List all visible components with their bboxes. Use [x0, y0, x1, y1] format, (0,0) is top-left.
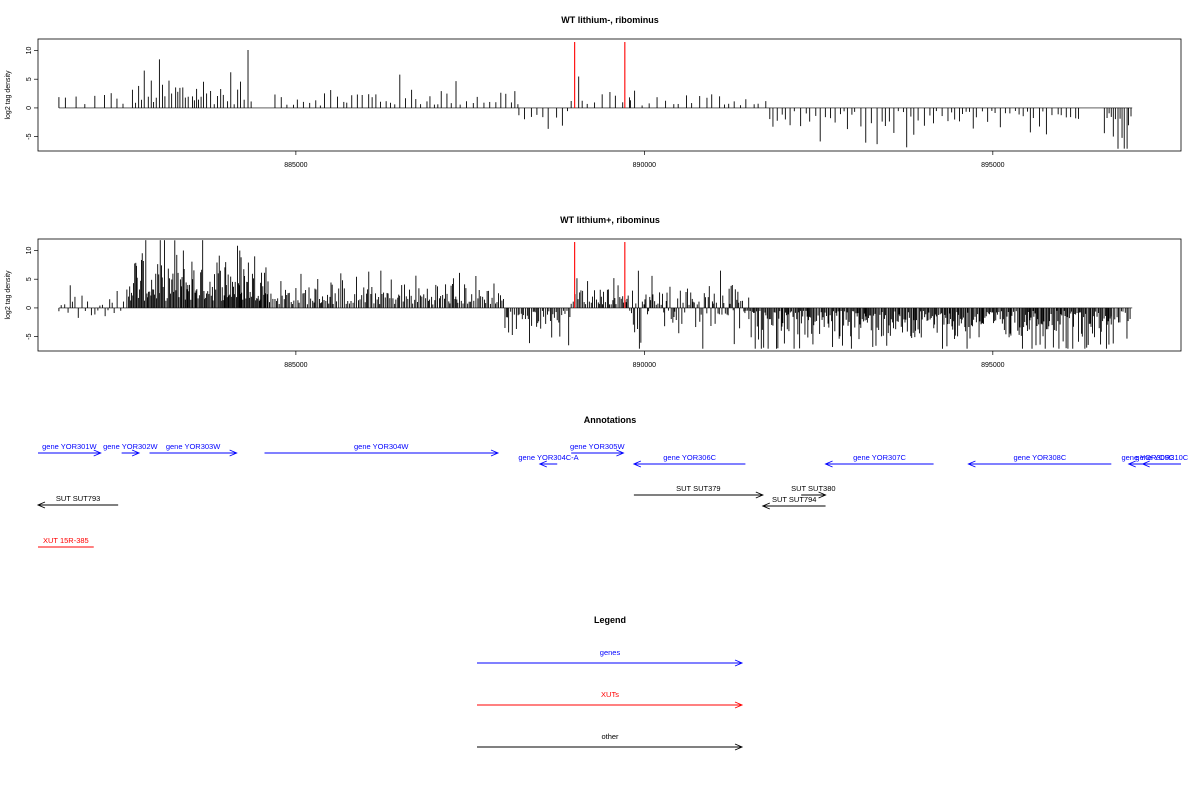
track-panel-lithium-minus: WT lithium-, ribominus log2 tag density …: [5, 15, 1182, 169]
y-tick-label: 5: [26, 77, 33, 81]
y-tick-label: -5: [26, 333, 33, 339]
y-tick-label: 5: [26, 277, 33, 281]
feature-label: gene YOR310C: [1135, 453, 1188, 462]
feature-label: SUT SUT794: [772, 495, 816, 504]
annotation-feature: SUT SUT794: [761, 495, 826, 510]
arrow-right-icon: [93, 449, 102, 457]
y-tick-label: 0: [26, 306, 33, 310]
annotation-feature: SUT SUT379: [633, 484, 764, 499]
feature-label: gene YOR305W: [570, 442, 625, 451]
arrow-right-icon: [734, 701, 744, 709]
annotation-feature: gene YOR303W: [149, 442, 238, 457]
red-markers: [574, 42, 626, 108]
feature-label: gene YOR308C: [1013, 453, 1066, 462]
y-axis: -5 0 5 10: [26, 46, 38, 140]
x-axis: 885000 890000 895000: [284, 351, 1005, 369]
y-axis-label: log2 tag density: [5, 270, 12, 320]
annotation-feature: gene YOR307C: [824, 453, 934, 468]
annotation-feature: gene YOR308C: [967, 453, 1112, 468]
annotation-feature: gene YOR304W: [264, 442, 500, 457]
feature-label: gene YOR304W: [354, 442, 409, 451]
legend-label: genes: [600, 648, 621, 657]
chart-title: WT lithium+, ribominus: [560, 215, 660, 225]
legend-title: Legend: [594, 615, 626, 625]
feature-label: SUT SUT793: [56, 494, 100, 503]
y-axis: -5 0 5 10: [26, 246, 38, 340]
signal-bars: [58, 240, 1133, 349]
legend-label: other: [601, 732, 619, 741]
feature-label: SUT SUT380: [791, 484, 835, 493]
annotation-feature: SUT SUT793: [36, 494, 119, 509]
x-axis: 885000 890000 895000: [284, 151, 1005, 169]
red-markers: [574, 242, 626, 308]
chart-title: WT lithium-, ribominus: [561, 15, 659, 25]
legend-items: genes XUTs other: [477, 648, 744, 751]
arrow-left-icon: [967, 460, 976, 468]
arrow-right-icon: [131, 449, 141, 457]
x-tick-label: 895000: [981, 162, 1004, 169]
feature-label: gene YOR307C: [853, 453, 906, 462]
annotation-feature: XUT 15R-385: [38, 536, 94, 548]
x-tick-label: 890000: [633, 162, 656, 169]
annotation-feature: gene YOR306C: [632, 453, 746, 468]
x-tick-label: 885000: [284, 162, 307, 169]
annotation-features: gene YOR301W gene YOR302W gene YOR303W gene…: [36, 442, 1189, 548]
arrow-right-icon: [616, 449, 625, 457]
legend-item: genes: [477, 648, 744, 667]
x-tick-label: 890000: [633, 362, 656, 369]
annotation-feature: gene YOR304C-A: [518, 453, 579, 468]
feature-label: gene YOR304C-A: [518, 453, 578, 462]
y-tick-label: -5: [26, 133, 33, 139]
arrow-left-icon: [1141, 460, 1150, 468]
feature-label: XUT 15R-385: [43, 536, 89, 545]
feature-label: gene YOR309C: [1121, 453, 1174, 462]
annotations-title: Annotations: [584, 415, 637, 425]
annotation-feature: SUT SUT380: [791, 484, 836, 499]
arrow-right-icon: [734, 659, 744, 667]
y-axis-label: log2 tag density: [5, 70, 12, 120]
arrow-right-icon: [818, 491, 827, 499]
feature-label: gene YOR306C: [663, 453, 716, 462]
annotation-feature: gene YOR305W: [570, 442, 625, 457]
feature-label: SUT SUT379: [676, 484, 720, 493]
plot-frame: [37, 238, 1182, 352]
arrow-right-icon: [229, 449, 238, 457]
arrow-left-icon: [761, 502, 771, 510]
annotation-feature: gene YOR310C: [1135, 453, 1189, 468]
arrow-left-icon: [824, 460, 833, 468]
y-tick-label: 0: [26, 106, 33, 110]
arrow-left-icon: [36, 501, 46, 509]
legend-item: other: [477, 732, 744, 751]
legend-label: XUTs: [601, 690, 619, 699]
arrow-right-icon: [734, 743, 744, 751]
arrow-left-icon: [538, 460, 547, 468]
y-tick-label: 10: [26, 46, 33, 54]
arrow-right-icon: [490, 449, 500, 457]
feature-label: gene YOR302W: [103, 442, 158, 451]
signal-bars: [58, 49, 1133, 149]
arrow-right-icon: [755, 491, 764, 499]
arrow-left-icon: [632, 460, 642, 468]
x-tick-label: 885000: [284, 362, 307, 369]
legend-item: XUTs: [477, 690, 744, 709]
y-tick-label: 10: [26, 246, 33, 254]
track-panel-lithium-plus: WT lithium+, ribominus log2 tag density …: [5, 215, 1182, 369]
annotations-panel: Annotations gene YOR301W gene YOR302W gene…: [36, 415, 1189, 548]
annotation-feature: gene YOR301W: [38, 442, 102, 457]
feature-label: gene YOR301W: [42, 442, 97, 451]
legend-panel: Legend genes XUTs other: [477, 615, 744, 751]
x-tick-label: 895000: [981, 362, 1004, 369]
annotation-feature: gene YOR302W: [103, 442, 159, 457]
arrow-left-icon: [1127, 460, 1136, 468]
plot-frame: [37, 38, 1182, 152]
feature-label: gene YOR303W: [166, 442, 221, 451]
